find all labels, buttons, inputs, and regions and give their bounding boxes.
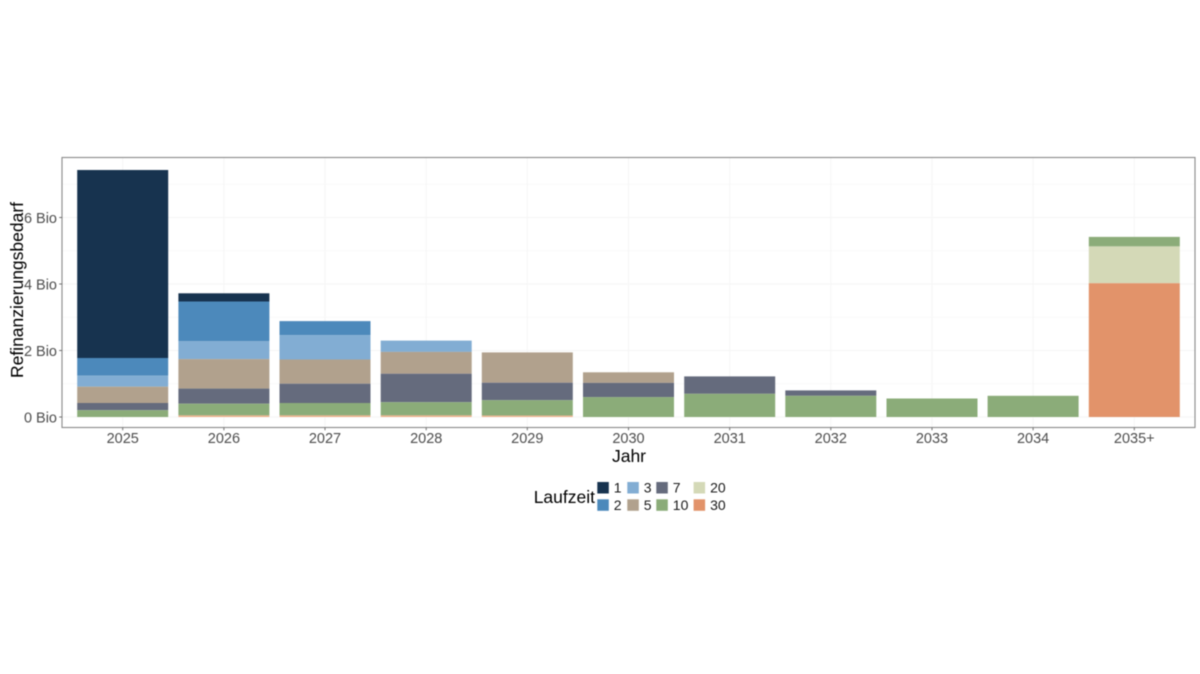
svg-text:1: 1 [614,480,622,496]
svg-text:0 Bio: 0 Bio [24,411,57,427]
svg-text:Refinanzierungsbedarf: Refinanzierungsbedarf [7,202,27,378]
svg-text:2030: 2030 [612,431,644,447]
svg-text:2032: 2032 [815,431,847,447]
svg-text:2031: 2031 [714,431,746,447]
svg-text:3: 3 [644,480,652,496]
svg-text:2025: 2025 [107,431,139,447]
svg-text:2034: 2034 [1017,431,1049,447]
svg-text:2035+: 2035+ [1114,431,1155,447]
svg-text:20: 20 [710,480,726,496]
svg-text:Laufzeit: Laufzeit [534,487,595,507]
svg-text:4 Bio: 4 Bio [24,278,57,294]
svg-text:5: 5 [644,497,652,513]
svg-text:2029: 2029 [511,431,543,447]
svg-text:10: 10 [673,497,689,513]
svg-text:2033: 2033 [916,431,948,447]
svg-text:7: 7 [673,480,681,496]
svg-text:2027: 2027 [309,431,341,447]
svg-text:Jahr: Jahr [612,446,646,466]
svg-text:2028: 2028 [410,431,442,447]
svg-text:30: 30 [710,497,726,513]
svg-text:6 Bio: 6 Bio [24,211,57,227]
svg-text:2 Bio: 2 Bio [24,344,57,360]
svg-text:2026: 2026 [208,431,240,447]
svg-text:2: 2 [614,497,622,513]
